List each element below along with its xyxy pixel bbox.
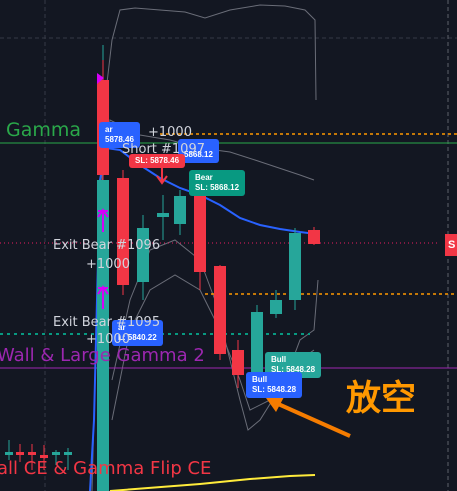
tag-title: ar	[118, 323, 126, 332]
candle	[157, 213, 169, 217]
large-gamma-label: Gamma	[6, 119, 82, 141]
gamma-flip-line	[109, 474, 316, 491]
lower-band	[111, 239, 319, 431]
pnl-annotation: +1000	[86, 332, 130, 347]
candle	[28, 452, 36, 455]
call-wall-label: Wall & Large Gamma 2	[0, 345, 205, 366]
tag-title: Bear	[195, 173, 213, 182]
candle	[40, 455, 48, 458]
exit-marker-icon	[97, 208, 109, 232]
candle	[117, 178, 129, 285]
candle	[52, 452, 60, 455]
exit-marker-icon	[97, 285, 109, 309]
candles	[5, 45, 320, 491]
candle	[97, 180, 109, 491]
tag-title: Bull	[252, 375, 268, 384]
pnl-annotation: +1000	[86, 257, 130, 272]
short-entry-marker-icon	[97, 73, 104, 84]
signal-tag[interactable]: Bear SL: 5868.12	[189, 170, 246, 196]
candle	[289, 233, 301, 300]
candle	[137, 228, 149, 282]
pnl-annotation: +1000	[148, 125, 192, 140]
tag-stop-loss: 5868.12	[184, 150, 213, 159]
short-annotation: Short #1097	[122, 142, 205, 157]
tag-stop-loss: L: 5840.22	[118, 333, 157, 342]
exit-annotation: Exit Bear #1095	[53, 315, 161, 330]
candle	[251, 312, 263, 372]
call-ce-label: all CE & Gamma Flip CE	[0, 458, 212, 479]
tag-stop-loss: SL: 5868.12	[195, 183, 240, 192]
signal-tag[interactable]: SL: 5878.46	[129, 154, 186, 168]
pointer-arrow-icon	[266, 397, 351, 438]
signal-tag[interactable]: ar L: 5840.22	[112, 320, 163, 346]
tag-stop-loss: 5878.46	[105, 135, 134, 144]
candle	[232, 350, 244, 375]
candle	[270, 300, 282, 314]
signal-tag[interactable]: Bull SL: 5848.28	[246, 372, 303, 398]
signal-tag[interactable]: ar 5878.46	[99, 122, 140, 148]
tag-stop-loss: SL: 5878.46	[135, 156, 180, 165]
candle	[64, 452, 72, 455]
candle	[16, 452, 24, 455]
tag-title: Bull	[271, 355, 287, 364]
candle	[308, 230, 320, 244]
price-axis-label: S	[445, 234, 457, 256]
exit-annotation: Exit Bear #1096	[53, 238, 161, 253]
tag-stop-loss: SL: 5848.28	[271, 365, 316, 374]
candle	[5, 452, 13, 455]
tag-title: ar	[105, 125, 113, 134]
candle	[214, 266, 226, 354]
tag-stop-loss: SL: 5848.28	[252, 385, 297, 394]
candle	[194, 196, 206, 272]
note-label: 放空	[346, 379, 417, 419]
candle	[174, 196, 186, 224]
